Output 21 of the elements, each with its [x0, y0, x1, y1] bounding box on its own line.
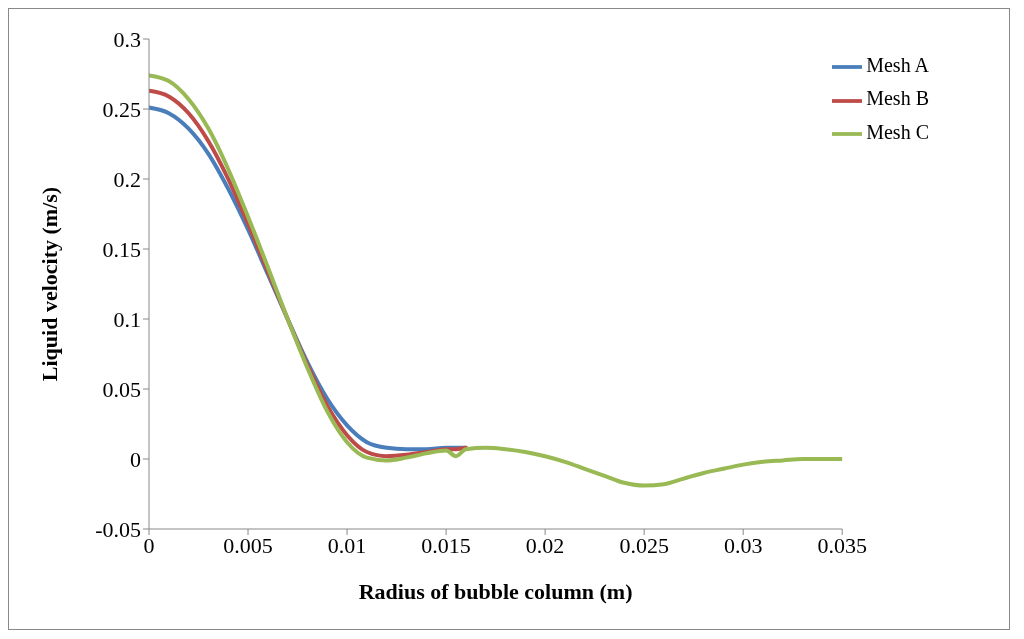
y-tick-label: 0: [130, 446, 141, 472]
x-tick-label: 0.035: [817, 532, 867, 558]
x-tick-label: 0.02: [525, 532, 565, 558]
line-series: [149, 73, 843, 488]
x-axis-title: Radius of bubble column (m): [358, 579, 633, 604]
legend-label: Mesh C: [866, 120, 929, 143]
y-tick-label: -0.05: [95, 516, 141, 542]
y-axis-title: Liquid velocity (m/s): [36, 186, 62, 382]
x-tick-label: 0.015: [421, 532, 471, 558]
y-tick-label: 0.3: [113, 26, 141, 52]
legend-label: Mesh B: [866, 87, 929, 110]
y-tick-label: 0.2: [113, 166, 141, 192]
y-tick-label: 0.05: [102, 376, 141, 402]
x-tick-label: 0.005: [223, 532, 273, 558]
y-tick-label: 0.1: [113, 306, 141, 332]
x-tick-label: 0.025: [619, 532, 669, 558]
x-tick-label: 0.01: [327, 532, 367, 558]
y-tick-label: 0.25: [102, 96, 141, 122]
y-tick-label: 0.15: [102, 236, 141, 262]
x-tick-label: 0.03: [723, 532, 763, 558]
legend-label: Mesh A: [866, 54, 929, 76]
